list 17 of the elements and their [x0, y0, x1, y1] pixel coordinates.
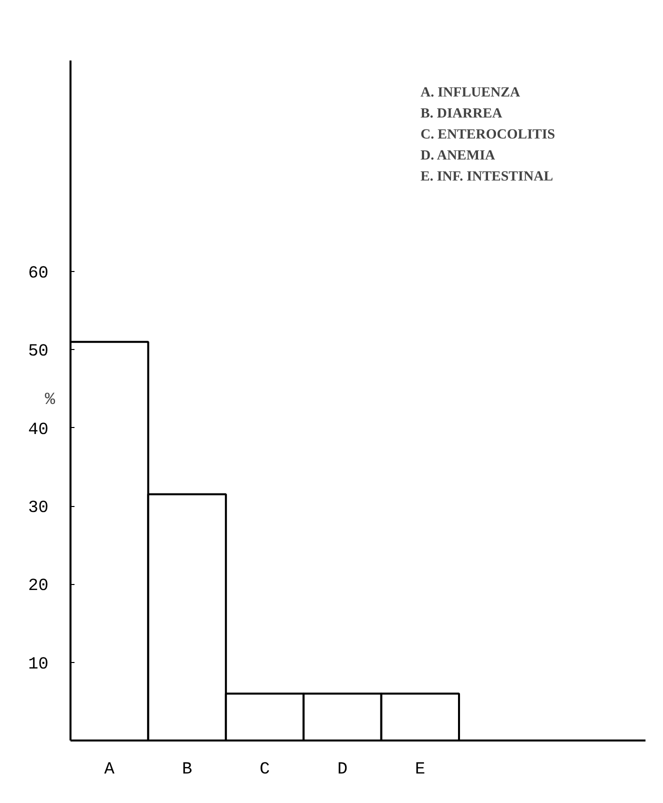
y-axis-title: % [44, 391, 56, 410]
y-tick-label: 60 [28, 264, 49, 284]
annotation: B. DIARREA [420, 106, 504, 122]
x-tick-label: E [415, 760, 426, 780]
annotation: C. ENTEROCOLITIS [420, 128, 556, 142]
x-tick-label: C [260, 760, 270, 780]
y-tick-label: 50 [28, 342, 49, 362]
annotation: E. INF. INTESTINAL [420, 170, 554, 184]
annotation: A. INFLUENZA [420, 86, 521, 100]
x-tick-label: B [182, 760, 192, 780]
y-tick-label: 10 [28, 655, 49, 674]
y-tick-label: 40 [28, 420, 49, 440]
annotation: D. ANEMIA [420, 148, 496, 164]
y-tick-label: 20 [28, 577, 49, 596]
x-tick-label: A [104, 760, 116, 780]
y-tick-label: 30 [28, 499, 49, 518]
x-tick-label: D [337, 760, 348, 780]
